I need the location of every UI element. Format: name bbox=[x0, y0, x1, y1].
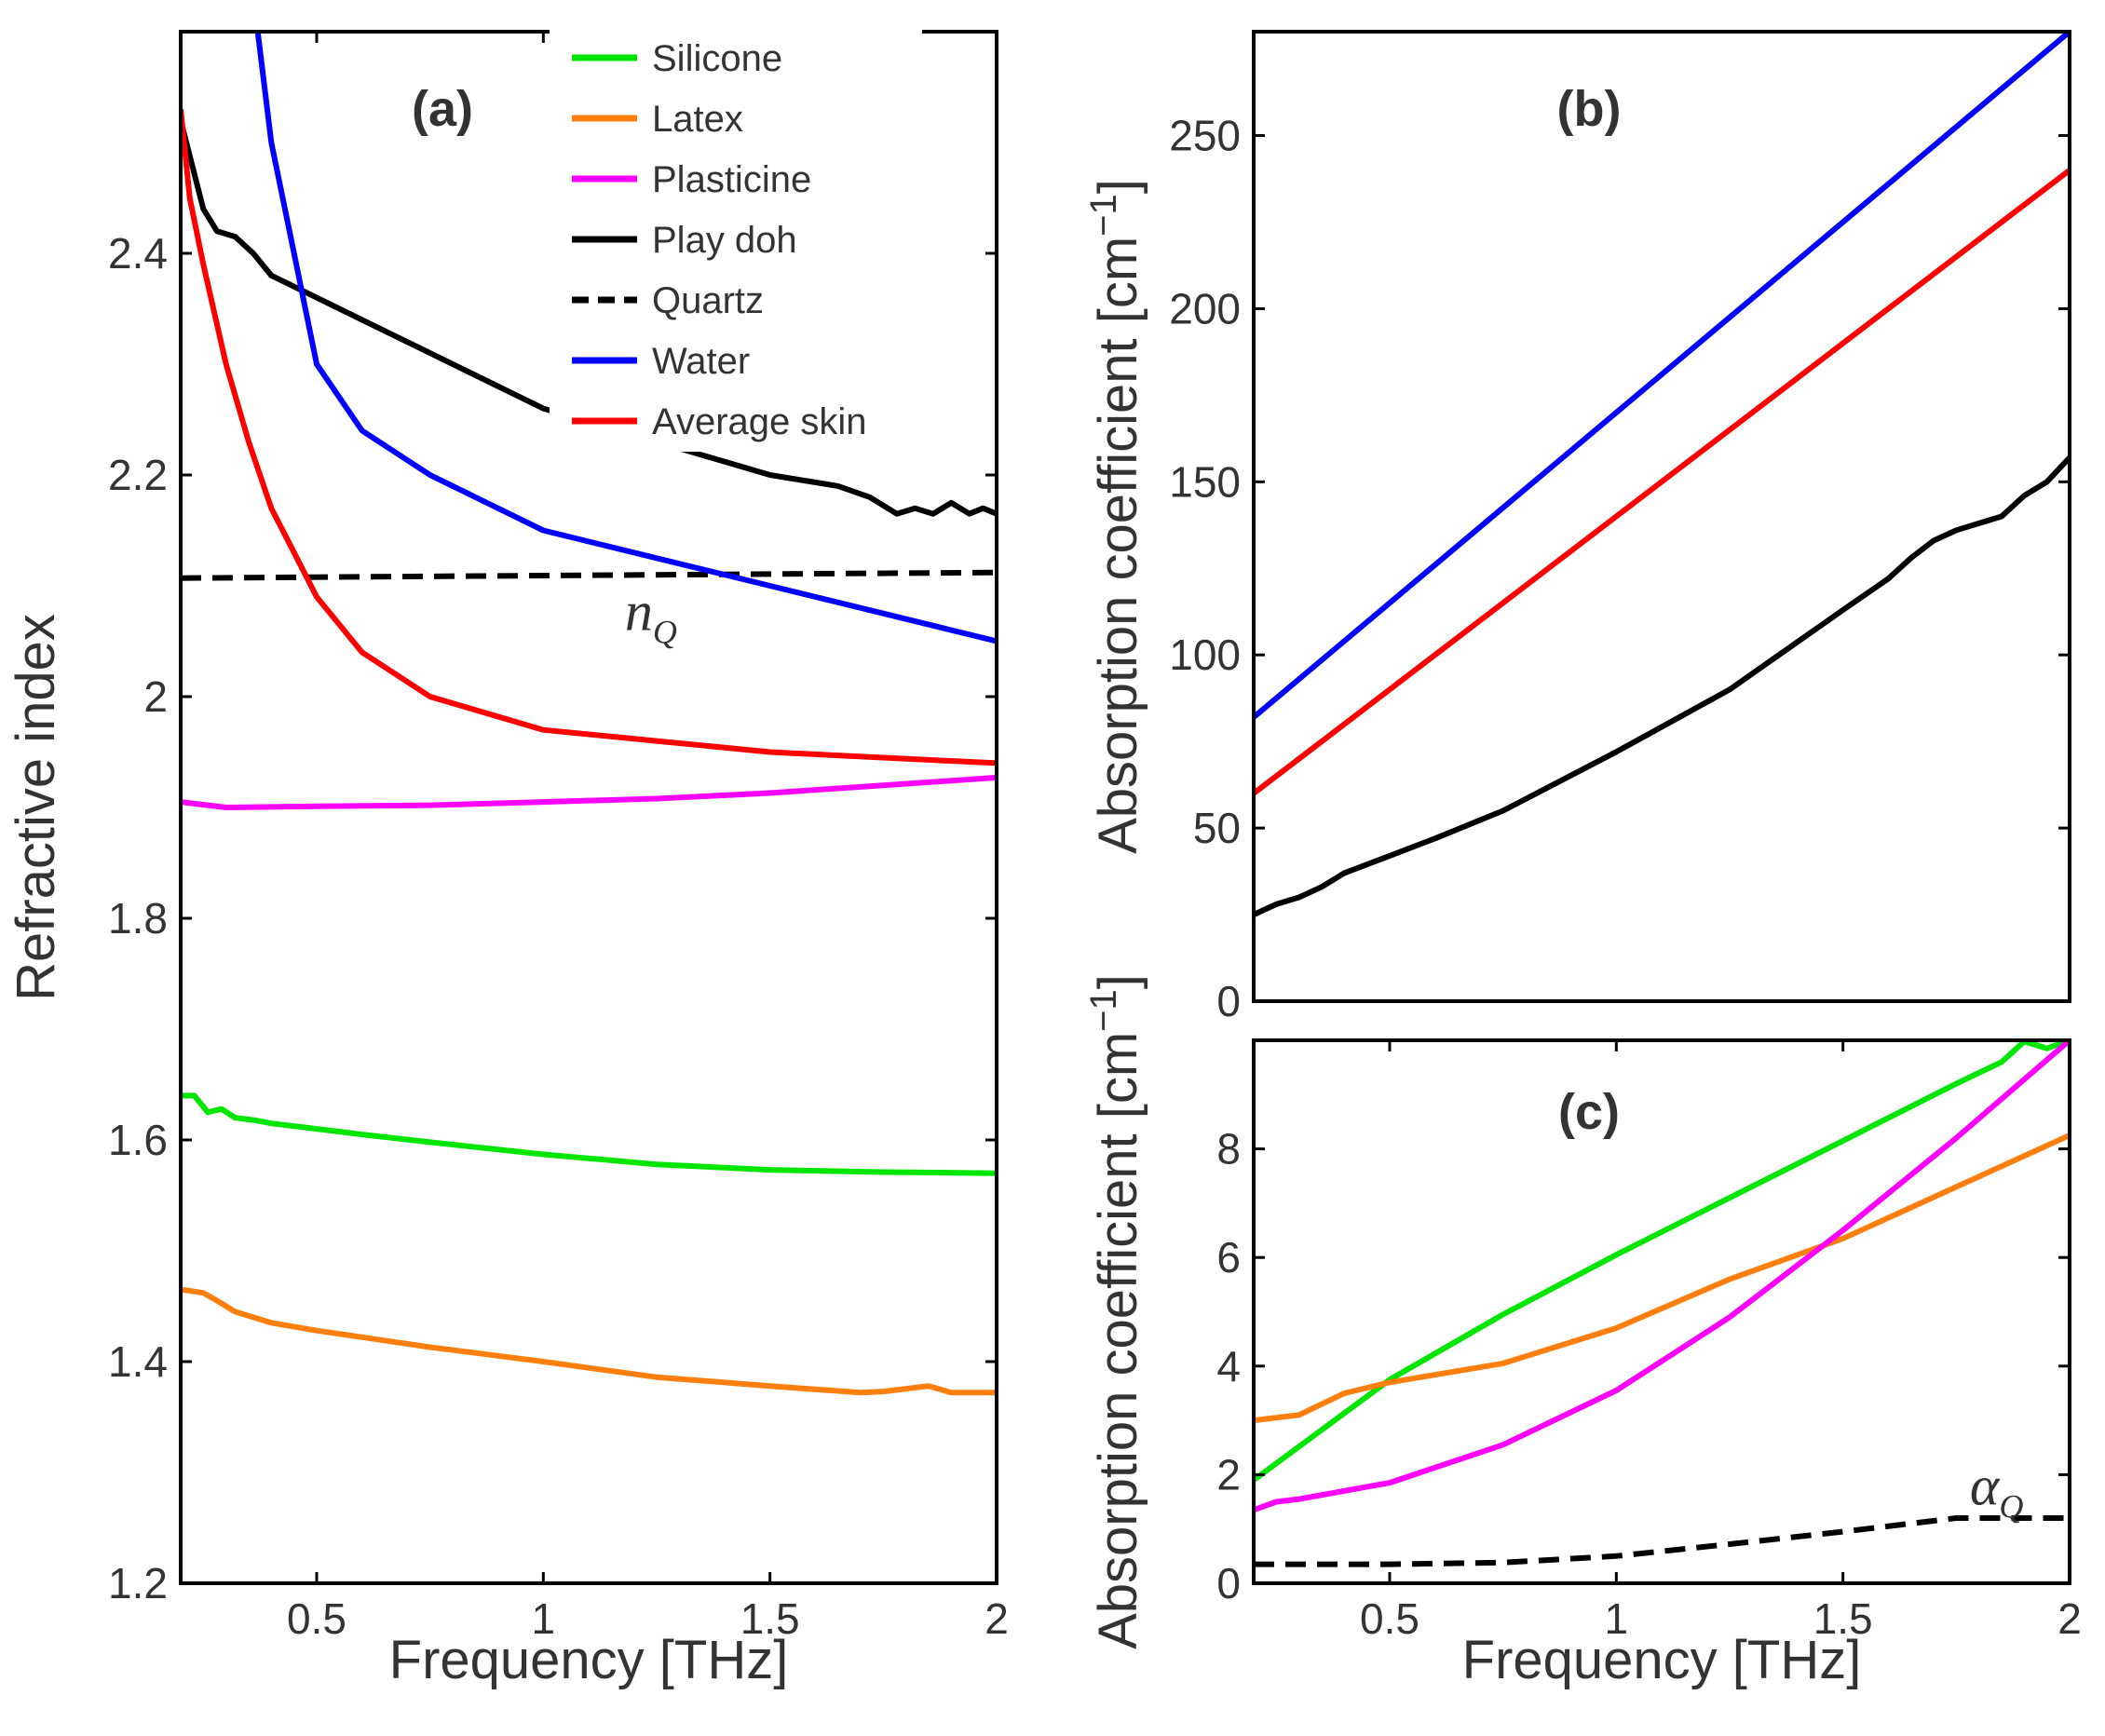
annotation-label: nQ bbox=[625, 581, 677, 651]
y-tick-label: 2 bbox=[143, 672, 168, 721]
plot-frame bbox=[1252, 30, 2071, 1003]
panel-title: (a) bbox=[412, 81, 473, 137]
panel-title: (b) bbox=[1557, 81, 1622, 137]
legend-label: Play doh bbox=[652, 220, 797, 261]
y-tick-label: 50 bbox=[1193, 804, 1241, 852]
x-tick-label: 1 bbox=[532, 1594, 556, 1643]
annotation-label: αQ bbox=[1970, 1455, 2024, 1525]
y-tick-label: 1.8 bbox=[108, 894, 168, 943]
legend-label: Silicone bbox=[652, 38, 782, 79]
series-line-water bbox=[254, 32, 997, 644]
x-tick-label: 1.5 bbox=[740, 1594, 800, 1643]
x-tick-label: 1.5 bbox=[1813, 1594, 1873, 1643]
y-tick-label: 2.4 bbox=[108, 229, 168, 278]
series-line-plasticine bbox=[181, 774, 997, 810]
y-tick-label: 1.2 bbox=[108, 1559, 168, 1607]
x-axis-label: Frequency [THz] bbox=[389, 1630, 789, 1690]
plot-frame bbox=[1252, 1038, 2071, 1585]
panel-title: (c) bbox=[1558, 1084, 1620, 1140]
series-line-latex bbox=[181, 1286, 997, 1396]
y-tick-label: 150 bbox=[1169, 457, 1241, 506]
y-tick-label: 250 bbox=[1169, 112, 1241, 160]
y-tick-label: 100 bbox=[1169, 631, 1241, 679]
series-line-quartz bbox=[181, 569, 997, 581]
series-line-water bbox=[1254, 32, 2070, 720]
y-tick-label: 0 bbox=[1216, 977, 1241, 1025]
series-line-latex bbox=[1254, 1132, 2070, 1424]
panel-c: 0 2 4 6 8 0.5 1 1.5 2 (c) Frequency [THz] Absorptio… bbox=[1083, 974, 2082, 1690]
x-tick-label: 0.5 bbox=[287, 1594, 346, 1643]
y-axis-label: Refractive index bbox=[6, 614, 66, 1001]
panel-a: 1.2 1.4 1.6 1.8 2 2.2 2.4 0.5 1 1.5 2 (a) Frequency … bbox=[6, 28, 1009, 1690]
y-axis-label: Absorption coefficient [cm−1] bbox=[1083, 179, 1148, 854]
series-line-average-skin bbox=[1254, 168, 2070, 796]
y-tick-label: 1.6 bbox=[108, 1116, 168, 1164]
series-group bbox=[1254, 1040, 2070, 1567]
y-axis-label: Absorption coefficient [cm−1] bbox=[1083, 974, 1148, 1649]
y-tick-label: 1.4 bbox=[108, 1337, 168, 1386]
y-tick-label: 4 bbox=[1216, 1342, 1241, 1390]
y-tick-label: 200 bbox=[1169, 284, 1241, 332]
series-group bbox=[1254, 32, 2070, 917]
x-tick-label: 2 bbox=[2057, 1594, 2082, 1643]
x-axis-label: Frequency [THz] bbox=[1462, 1630, 1862, 1690]
legend: Silicone Latex Plasticine Play doh Quartz Wat… bbox=[550, 28, 922, 452]
y-tick-label: 6 bbox=[1216, 1233, 1241, 1282]
y-tick-label: 8 bbox=[1216, 1125, 1241, 1173]
y-tick-label: 2 bbox=[1216, 1450, 1241, 1499]
x-tick-label: 1 bbox=[1605, 1594, 1629, 1643]
series-line-quartz bbox=[1254, 1515, 2070, 1567]
legend-label: Plasticine bbox=[652, 159, 811, 200]
y-tick-label: 0 bbox=[1216, 1559, 1241, 1607]
series-line-silicone bbox=[1254, 1040, 2070, 1483]
series-line-silicone bbox=[181, 1092, 997, 1176]
series-line-average-skin bbox=[181, 108, 997, 766]
series-line-play-doh bbox=[1254, 455, 2070, 917]
legend-label: Quartz bbox=[652, 280, 764, 321]
series-line-plasticine bbox=[1254, 1040, 2070, 1513]
series-group bbox=[181, 32, 997, 1396]
legend-label: Average skin bbox=[652, 401, 867, 442]
y-tick-label: 2.2 bbox=[108, 451, 168, 499]
legend-label: Water bbox=[652, 341, 750, 382]
legend-label: Latex bbox=[652, 99, 743, 140]
x-tick-label: 2 bbox=[985, 1594, 1009, 1643]
panel-b: 0 50 100 150 200 250 (b) Absorption coefficient… bbox=[1083, 30, 2071, 1025]
x-tick-label: 0.5 bbox=[1360, 1594, 1419, 1643]
